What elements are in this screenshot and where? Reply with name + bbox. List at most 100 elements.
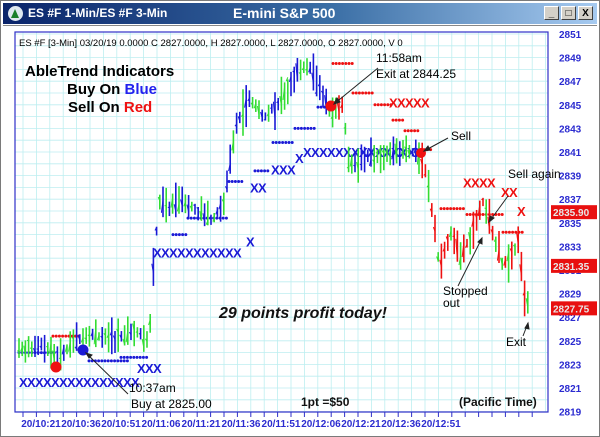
exit-price-label: Exit at 2844.25	[376, 67, 456, 81]
y-tick-label: 2849	[559, 54, 582, 65]
buy-price-label: Buy at 2825.00	[131, 397, 212, 411]
svg-text:X: X	[258, 180, 267, 195]
profit-label: 29 points profit today!	[218, 305, 388, 322]
svg-text:X: X	[19, 375, 28, 390]
svg-text:X: X	[389, 95, 398, 110]
svg-text:X: X	[91, 375, 100, 390]
chart-area[interactable]: ES #F [3-Min] 03/20/19 0.0000 C 2827.000…	[3, 25, 597, 436]
x-tick-label: 20/12:21	[341, 419, 381, 430]
svg-text:X: X	[131, 375, 140, 390]
svg-text:X: X	[405, 95, 414, 110]
chart-grid	[15, 32, 548, 413]
y-tick-label: 2825	[559, 337, 582, 348]
legend-sell-line: Sell On Red	[68, 99, 152, 116]
svg-text:X: X	[250, 180, 259, 195]
y-tick-label: 2821	[559, 384, 582, 395]
title-bar[interactable]: ES #F 1-Min/ES #F 3-Min E-mini S&P 500 _…	[3, 3, 597, 24]
window-title: E-mini S&P 500	[233, 5, 336, 21]
y-tick-label: 2851	[559, 30, 582, 41]
svg-text:X: X	[471, 176, 480, 191]
price-badge-label: 2835.90	[553, 208, 590, 219]
exit-marker-icon	[325, 100, 337, 112]
svg-text:X: X	[209, 245, 218, 260]
app-logo-icon	[8, 6, 23, 21]
svg-text:X: X	[169, 245, 178, 260]
price-chart[interactable]: ES #F [3-Min] 03/20/19 0.0000 C 2827.000…	[3, 26, 597, 436]
y-tick-label: 2819	[559, 408, 582, 419]
svg-text:X: X	[99, 375, 108, 390]
point-value-label: 1pt =$50	[301, 395, 350, 409]
svg-text:X: X	[107, 375, 116, 390]
svg-text:X: X	[51, 375, 60, 390]
maximize-button[interactable]: □	[561, 6, 576, 20]
sell-again-label: Sell again	[508, 167, 561, 181]
price-badge-label: 2831.35	[553, 262, 590, 273]
svg-text:X: X	[177, 245, 186, 260]
svg-text:X: X	[421, 95, 430, 110]
x-tick-label: 20/10:21	[21, 419, 61, 430]
y-axis: 2851 2849 2847 2845 2843 2841 2839 2837 2835 2833…	[559, 30, 582, 419]
svg-text:X: X	[67, 375, 76, 390]
minimize-button[interactable]: _	[544, 6, 559, 20]
y-tick-label: 2833	[559, 242, 582, 253]
price-badge	[551, 258, 597, 273]
y-tick-label: 2847	[559, 77, 582, 88]
legend-title: AbleTrend Indicators	[25, 63, 174, 80]
svg-text:X: X	[27, 375, 36, 390]
x-tick-label: 20/10:51	[101, 419, 141, 430]
x-tick-label: 20/11:36	[222, 419, 261, 430]
y-tick-label: 2843	[559, 124, 582, 135]
price-badges: 2835.90 2831.35 2827.75	[551, 205, 597, 316]
svg-text:X: X	[161, 245, 170, 260]
x-axis: 20/10:21 20/10:36 20/10:51 20/11:06 20/11:21…	[21, 412, 533, 430]
svg-text:X: X	[153, 361, 162, 376]
stopped-out-label-line2: out	[443, 296, 460, 310]
legend-sell-prefix: Sell On	[68, 99, 124, 116]
window-controls: _ □ X	[544, 6, 593, 20]
close-button[interactable]: X	[578, 6, 593, 20]
legend-buy-line: Buy On Blue	[67, 81, 157, 98]
svg-text:X: X	[397, 95, 406, 110]
x-tick-label: 20/12:06	[301, 419, 341, 430]
svg-text:X: X	[153, 245, 162, 260]
entry-sell-marker-icon	[50, 361, 62, 373]
svg-text:X: X	[311, 145, 320, 160]
y-tick-label: 2839	[559, 172, 582, 183]
x-tick-label: 20/11:51	[262, 419, 301, 430]
annotation-arrows	[84, 67, 530, 395]
stopped-out-label-line1: Stopped	[443, 284, 488, 298]
y-tick-label: 2835	[559, 219, 582, 230]
sell-marker-icon	[416, 148, 426, 158]
svg-text:X: X	[319, 145, 328, 160]
svg-text:X: X	[59, 375, 68, 390]
svg-text:X: X	[246, 235, 255, 250]
svg-text:X: X	[217, 245, 226, 260]
y-tick-label: 2829	[559, 290, 582, 301]
y-tick-label: 2827	[559, 313, 582, 324]
svg-text:X: X	[201, 245, 210, 260]
x-tick-label: 20/10:36	[61, 419, 101, 430]
svg-text:X: X	[43, 375, 52, 390]
price-badge	[551, 205, 597, 220]
legend-buy-prefix: Buy On	[67, 81, 125, 98]
trend-stop-dots	[17, 62, 524, 363]
y-tick-label: 2841	[559, 148, 582, 159]
svg-text:X: X	[327, 145, 336, 160]
svg-text:X: X	[517, 204, 526, 219]
svg-text:X: X	[479, 176, 488, 191]
svg-text:X: X	[303, 145, 312, 160]
plot-border	[14, 31, 549, 413]
x-tick-label: 20/11:21	[182, 419, 221, 430]
svg-text:X: X	[185, 245, 194, 260]
svg-text:X: X	[115, 375, 124, 390]
svg-text:X: X	[487, 176, 496, 191]
svg-text:X: X	[35, 375, 44, 390]
y-tick-label: 2823	[559, 360, 582, 371]
price-badge-label: 2827.75	[553, 304, 590, 315]
svg-text:X: X	[271, 163, 280, 178]
svg-text:X: X	[145, 361, 154, 376]
price-badge	[551, 301, 597, 316]
exit-label: Exit	[506, 335, 527, 349]
ohlc-header: ES #F [3-Min] 03/20/19 0.0000 C 2827.000…	[19, 38, 403, 49]
